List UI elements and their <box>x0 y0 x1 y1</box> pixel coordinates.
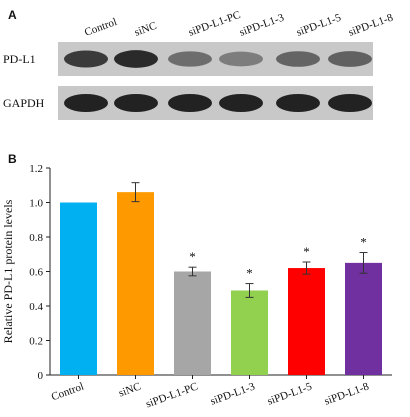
blot-band <box>168 51 212 67</box>
x-tick-label: siNC <box>117 381 142 400</box>
y-tick-label: 0.6 <box>29 267 43 279</box>
blot-band <box>219 94 263 112</box>
bar <box>174 271 211 375</box>
blot-row-label: GAPDH <box>3 96 45 110</box>
blot-row-label: PD-L1 <box>3 52 36 66</box>
x-tick-label: siPD-L1-5 <box>266 380 314 407</box>
blot-band <box>219 51 263 67</box>
blot-band <box>276 51 320 67</box>
y-tick-label: 0.8 <box>29 232 43 244</box>
blot-band <box>168 94 212 112</box>
significance-marker: * <box>360 235 367 250</box>
significance-marker: * <box>189 249 196 264</box>
significance-marker: * <box>303 244 310 259</box>
blot-strip <box>58 42 373 76</box>
y-tick-label: 1.0 <box>29 198 43 210</box>
x-tick-label: siPD-L1-PC <box>144 381 199 411</box>
panel-b-letter: B <box>8 152 17 166</box>
x-tick-label: siPD-L1-3 <box>209 380 257 407</box>
significance-marker: * <box>246 266 253 281</box>
blot-band <box>114 50 158 68</box>
blot-strip <box>58 86 373 120</box>
blot-band <box>328 51 372 67</box>
panel-a-letter: A <box>8 8 17 22</box>
y-tick-label: 1.2 <box>29 163 43 175</box>
blot-band <box>276 94 320 112</box>
bar <box>60 202 97 375</box>
y-axis-title: Relative PD-L1 protein levels <box>1 199 15 343</box>
bar <box>231 290 268 375</box>
bar <box>345 262 382 375</box>
blot-band <box>114 94 158 112</box>
blot-band <box>64 94 108 112</box>
bar <box>288 268 325 375</box>
y-tick-label: 0.4 <box>29 301 43 313</box>
x-tick-label: siPD-L1-8 <box>323 380 371 407</box>
blot-band <box>64 50 108 68</box>
bar <box>117 192 154 375</box>
y-tick-label: 0.2 <box>29 336 43 348</box>
x-tick-label: Control <box>50 381 86 404</box>
blot-band <box>328 94 372 112</box>
y-tick-label: 0 <box>38 370 44 382</box>
